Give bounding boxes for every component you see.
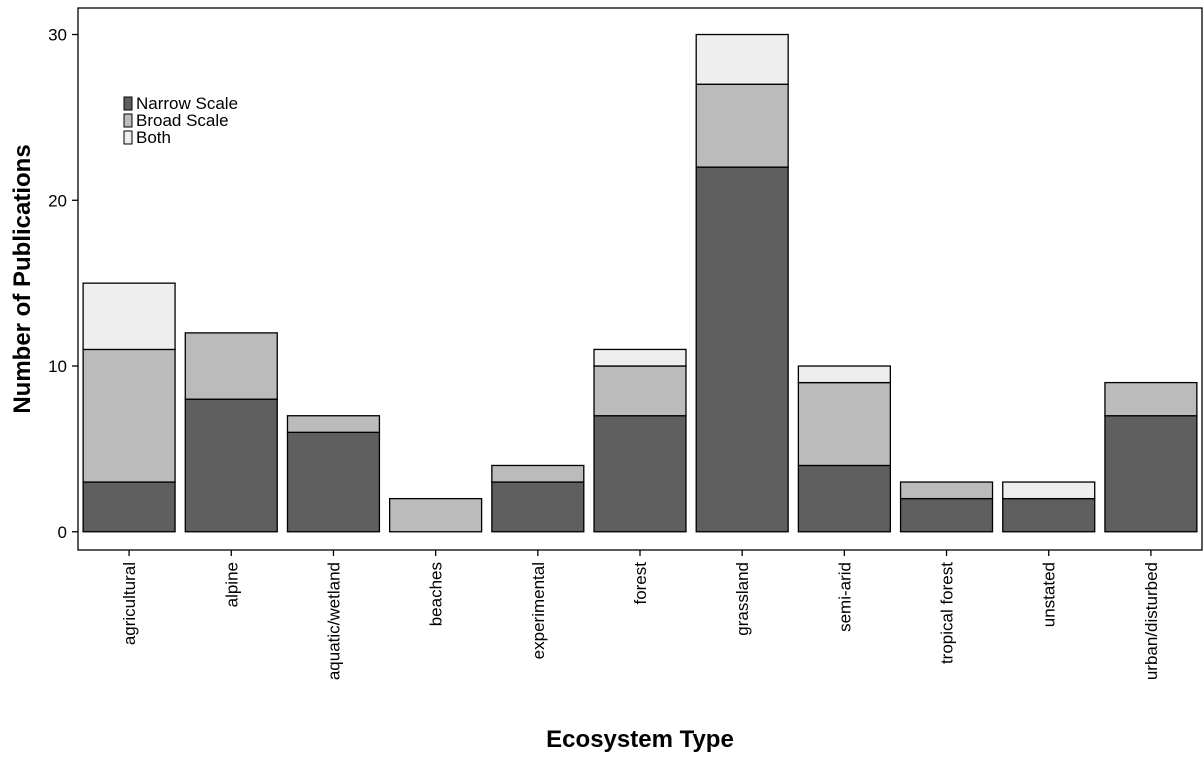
legend-key-broad-scale	[123, 113, 133, 128]
bar-urban-disturbed-narrow-scale	[1104, 415, 1198, 533]
bar-alpine-narrow-scale	[184, 398, 278, 533]
x-tick-label: urban/disturbed	[1142, 562, 1161, 680]
bar-aquatic-wetland-broad-scale	[286, 415, 381, 433]
bar-agricultural-narrow-scale	[82, 481, 176, 533]
x-tick-label: unstated	[1040, 562, 1059, 627]
y-axis-title: Number of Publications	[9, 144, 36, 413]
x-tick-label: tropical forest	[938, 562, 957, 664]
x-axis-title: Ecosystem Type	[546, 726, 734, 753]
bar-semi-arid-narrow-scale	[797, 464, 891, 533]
bar-experimental-broad-scale	[491, 464, 585, 483]
bar-forest-narrow-scale	[593, 415, 687, 533]
y-tick-label: 30	[48, 26, 67, 45]
bar-grassland-both	[695, 33, 789, 85]
y-tick-label: 20	[48, 191, 67, 210]
bar-experimental-narrow-scale	[491, 481, 585, 533]
y-tick-label: 10	[48, 357, 67, 376]
bars-layer	[82, 33, 1198, 533]
bar-tropical-forest-narrow-scale	[899, 497, 994, 533]
bar-unstated-narrow-scale	[1002, 497, 1096, 533]
bar-grassland-narrow-scale	[695, 166, 789, 533]
bar-agricultural-both	[82, 282, 176, 351]
bar-urban-disturbed-broad-scale	[1104, 381, 1198, 417]
legend-label-both: Both	[136, 128, 171, 147]
bar-semi-arid-both	[797, 365, 891, 384]
x-tick-label: forest	[631, 562, 650, 605]
bar-unstated-both	[1002, 481, 1096, 500]
legend-label-broad-scale: Broad Scale	[136, 111, 229, 130]
bar-tropical-forest-broad-scale	[899, 481, 994, 500]
x-tick-label: alpine	[222, 562, 241, 607]
x-tick-label: agricultural	[120, 562, 139, 645]
legend-key-narrow-scale	[123, 96, 133, 111]
bar-forest-broad-scale	[593, 365, 687, 417]
x-axis: agricultural alpine aquatic/wetland beaches…	[120, 550, 1161, 680]
x-tick-label: aquatic/wetland	[324, 562, 343, 680]
bar-alpine-broad-scale	[184, 332, 278, 400]
bar-grassland-broad-scale	[695, 83, 789, 168]
x-tick-label: beaches	[427, 562, 446, 626]
y-axis: 0 10 20 30	[48, 26, 78, 542]
bar-aquatic-wetland-narrow-scale	[286, 431, 381, 533]
y-tick-label: 0	[58, 523, 67, 542]
x-tick-label: experimental	[529, 562, 548, 659]
legend-label-narrow-scale: Narrow Scale	[136, 94, 238, 113]
legend-key-both	[123, 130, 133, 145]
bar-semi-arid-broad-scale	[797, 381, 891, 467]
bar-beaches-broad-scale	[388, 497, 483, 533]
bar-agricultural-broad-scale	[82, 348, 176, 483]
bar-forest-both	[593, 348, 687, 367]
x-tick-label: grassland	[733, 562, 752, 636]
x-tick-label: semi-arid	[835, 562, 854, 632]
